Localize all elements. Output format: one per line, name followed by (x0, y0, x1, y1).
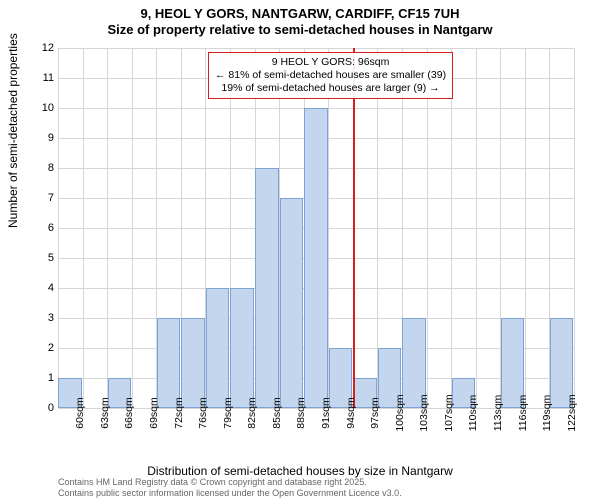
chart-container: 9, HEOL Y GORS, NANTGARW, CARDIFF, CF15 … (0, 0, 600, 500)
attribution-line-1: Contains HM Land Registry data © Crown c… (58, 477, 402, 487)
bar (280, 198, 304, 408)
y-tick-label: 2 (14, 342, 54, 354)
y-tick-label: 5 (14, 252, 54, 264)
attribution-text: Contains HM Land Registry data © Crown c… (58, 477, 402, 498)
x-tick-label: 110sqm (467, 395, 479, 432)
gridline-v (476, 48, 477, 408)
x-tick-label: 60sqm (74, 397, 86, 429)
x-tick-label: 88sqm (295, 397, 307, 429)
x-tick-label: 97sqm (369, 397, 381, 429)
plot-area: 9 HEOL Y GORS: 96sqm← 81% of semi-detach… (58, 48, 574, 408)
x-tick-label: 85sqm (271, 397, 283, 429)
reference-line (353, 48, 355, 408)
bar (181, 318, 205, 408)
bar (304, 108, 328, 408)
y-tick-label: 6 (14, 222, 54, 234)
y-tick-label: 9 (14, 132, 54, 144)
gridline-v (525, 48, 526, 408)
bar (157, 318, 181, 408)
x-tick-label: 100sqm (394, 394, 406, 431)
x-axis-label: Distribution of semi-detached houses by … (0, 464, 600, 478)
bar (255, 168, 279, 408)
gridline-v (107, 48, 108, 408)
y-tick-label: 3 (14, 312, 54, 324)
x-tick-label: 63sqm (99, 397, 111, 429)
chart-title: 9, HEOL Y GORS, NANTGARW, CARDIFF, CF15 … (0, 0, 600, 39)
title-line-1: 9, HEOL Y GORS, NANTGARW, CARDIFF, CF15 … (0, 6, 600, 22)
gridline-v (58, 48, 59, 408)
x-tick-label: 107sqm (443, 394, 455, 431)
x-tick-label: 76sqm (197, 397, 209, 429)
gridline-h (58, 48, 574, 49)
x-tick-label: 72sqm (173, 397, 185, 429)
gridline-v (574, 48, 575, 408)
callout-box: 9 HEOL Y GORS: 96sqm← 81% of semi-detach… (208, 52, 453, 99)
title-line-2: Size of property relative to semi-detach… (0, 22, 600, 38)
y-tick-label: 7 (14, 192, 54, 204)
x-tick-label: 91sqm (320, 397, 332, 429)
x-tick-label: 69sqm (148, 397, 160, 429)
x-tick-label: 119sqm (541, 395, 553, 432)
y-tick-label: 0 (14, 402, 54, 414)
x-tick-label: 79sqm (222, 397, 234, 429)
y-tick-label: 1 (14, 372, 54, 384)
x-tick-label: 94sqm (345, 397, 357, 429)
gridline-v (427, 48, 428, 408)
y-tick-label: 4 (14, 282, 54, 294)
gridline-v (451, 48, 452, 408)
y-tick-label: 10 (14, 102, 54, 114)
y-tick-label: 12 (14, 42, 54, 54)
callout-line-2: ← 81% of semi-detached houses are smalle… (215, 69, 446, 82)
y-tick-label: 8 (14, 162, 54, 174)
x-tick-label: 122sqm (566, 394, 578, 431)
gridline-v (83, 48, 84, 408)
bar (206, 288, 230, 408)
x-tick-label: 116sqm (517, 395, 529, 432)
gridline-v (132, 48, 133, 408)
x-tick-label: 103sqm (418, 394, 430, 431)
x-tick-label: 66sqm (123, 397, 135, 429)
callout-line-3: 19% of semi-detached houses are larger (… (215, 82, 446, 95)
x-tick-label: 113sqm (492, 395, 504, 432)
attribution-line-2: Contains public sector information licen… (58, 488, 402, 498)
callout-line-1: 9 HEOL Y GORS: 96sqm (215, 56, 446, 69)
x-tick-label: 82sqm (246, 397, 258, 429)
y-tick-label: 11 (14, 72, 54, 84)
bar (230, 288, 254, 408)
